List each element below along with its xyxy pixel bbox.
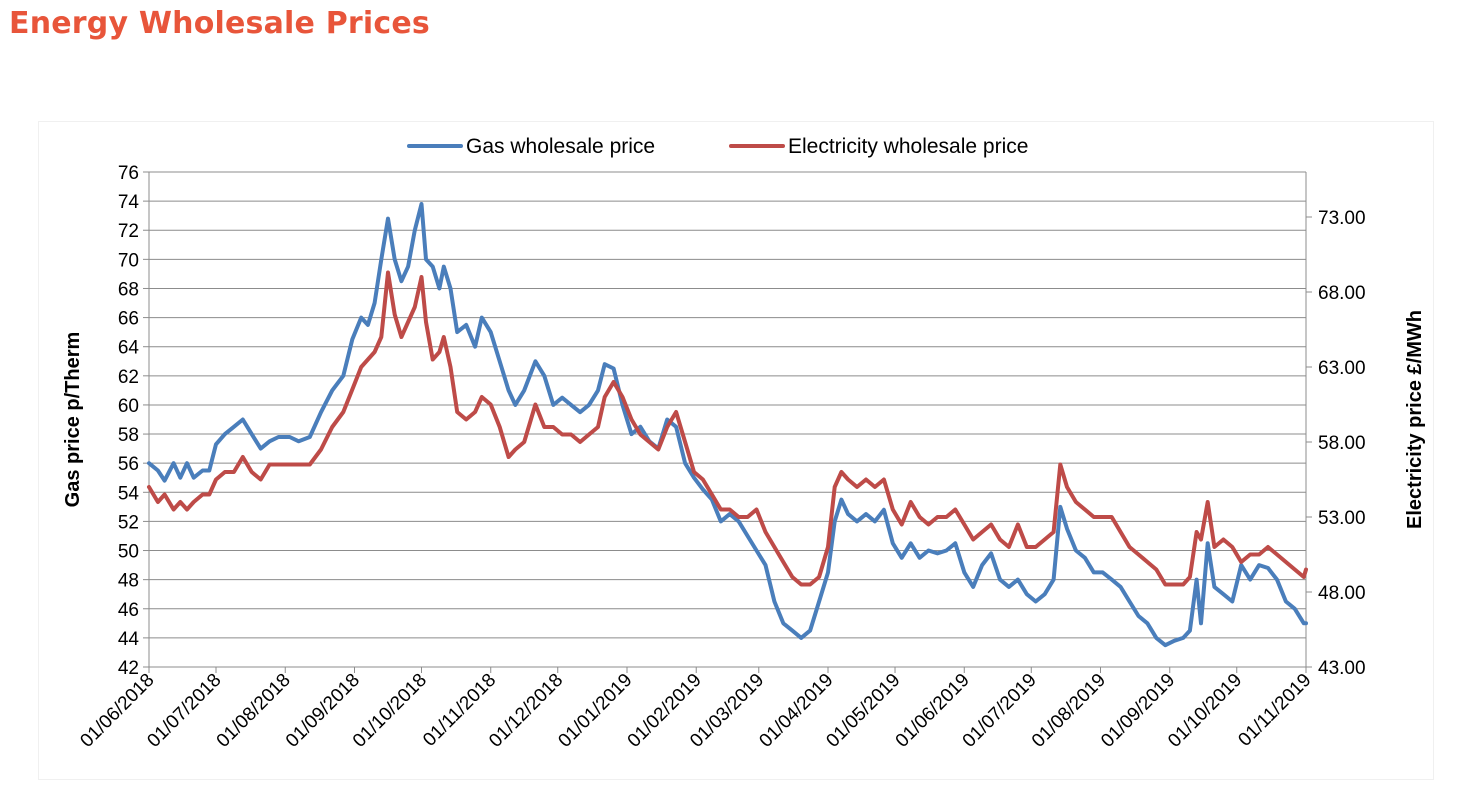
y-left-tick-label: 58 <box>118 425 139 446</box>
y-right-tick-label: 48.00 <box>1318 583 1366 604</box>
y-right-tick-label: 58.00 <box>1318 433 1366 454</box>
y-axis-right-title: Electricity price £/MWh <box>1404 310 1426 529</box>
x-tick-label: 01/08/2019 <box>1028 670 1110 752</box>
x-tick-label: 01/01/2019 <box>554 670 636 752</box>
y-left-tick-label: 64 <box>118 338 140 359</box>
y-right-tick-label: 73.00 <box>1318 208 1366 229</box>
y-left-tick-label: 44 <box>118 629 140 650</box>
gridlines <box>149 171 1306 668</box>
chart-frame: 42 44 46 48 50 52 54 56 58 60 62 64 66 68 70 72 74 76 43.0… <box>38 121 1434 780</box>
y-left-tick-label: 70 <box>118 250 139 271</box>
y-left-tick-label: 62 <box>118 367 139 388</box>
y-left-tick-label: 72 <box>118 221 139 242</box>
x-tick-label: 01/11/2019 <box>1234 670 1315 751</box>
y-left-tick-label: 50 <box>118 542 139 563</box>
y-left-tick-label: 56 <box>118 454 139 475</box>
y-left-tick-label: 60 <box>118 396 139 417</box>
legend-label: Gas wholesale price <box>466 135 655 158</box>
y-left-tick-label: 52 <box>118 512 139 533</box>
tick-labels: 42 44 46 48 50 52 54 56 58 60 62 64 66 68 70 72 74 76 43.0… <box>76 163 1365 752</box>
y-left-tick-label: 74 <box>118 192 140 213</box>
page-title: Energy Wholesale Prices <box>9 6 430 41</box>
y-left-tick-label: 68 <box>118 279 139 300</box>
y-right-tick-label: 43.00 <box>1318 658 1366 679</box>
y-right-tick-label: 53.00 <box>1318 508 1366 529</box>
axes <box>143 171 1312 673</box>
y-right-tick-label: 63.00 <box>1318 358 1366 379</box>
legend: Gas wholesale price Electricity wholesale… <box>407 135 1028 158</box>
y-axis-left-title: Gas price p/Therm <box>62 332 84 508</box>
energy-price-chart: 42 44 46 48 50 52 54 56 58 60 62 64 66 68 70 72 74 76 43.0… <box>62 135 1426 752</box>
y-left-tick-label: 42 <box>118 658 139 679</box>
y-left-tick-label: 46 <box>118 600 139 621</box>
series-line-electricity <box>147 270 1308 587</box>
x-tick-label: 01/08/2018 <box>213 670 295 752</box>
y-right-tick-label: 68.00 <box>1318 283 1366 304</box>
series-lines <box>147 202 1308 648</box>
legend-label: Electricity wholesale price <box>788 135 1028 158</box>
y-left-tick-label: 48 <box>118 571 139 592</box>
series-line-gas <box>147 202 1308 648</box>
y-left-tick-label: 66 <box>118 309 139 330</box>
y-left-tick-label: 76 <box>118 163 139 184</box>
y-left-tick-label: 54 <box>118 483 140 504</box>
